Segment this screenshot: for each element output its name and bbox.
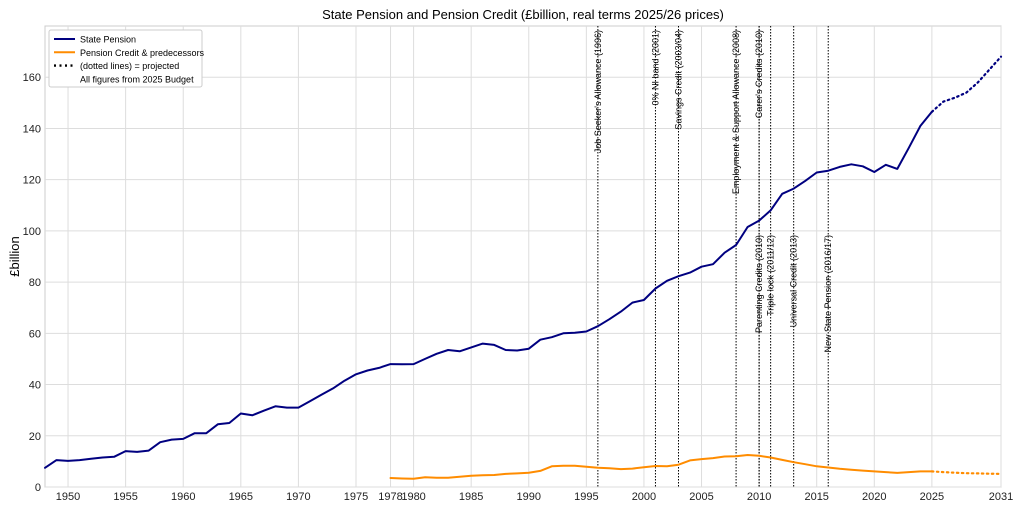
event-label: Universal Credit (2013)	[789, 235, 799, 328]
y-tick-label: 20	[29, 431, 41, 443]
event-label: Triple lock (2011/12)	[766, 235, 776, 316]
x-tick-label: 2015	[804, 491, 828, 503]
x-tick-label: 1985	[459, 491, 483, 503]
x-tick-label: 1975	[344, 491, 368, 503]
event-label: New State Pension (2016/17)	[823, 235, 833, 353]
plot-area: 0 20 40 60 80 100 120 140 160 1950 1955 1960 1965 197…	[23, 25, 1013, 503]
event-label: Savings Credit (2003/04)	[673, 30, 683, 130]
x-tick-label: 2020	[862, 491, 886, 503]
y-tick-label: 140	[23, 123, 41, 135]
x-tick-label: 1960	[171, 491, 195, 503]
x-tick-label: 1970	[286, 491, 310, 503]
chart-title: State Pension and Pension Credit (£billi…	[322, 7, 724, 22]
x-tick-label: 1990	[517, 491, 541, 503]
x-tick-label: 2010	[747, 491, 771, 503]
event-label: Job Seeker's Allowance (1996)	[593, 30, 603, 153]
plot-background	[44, 25, 1002, 488]
x-tick-label: 1950	[56, 491, 80, 503]
x-tick-label: 1965	[229, 491, 253, 503]
x-tick-label: 2000	[632, 491, 656, 503]
legend-label: All figures from 2025 Budget	[80, 74, 194, 84]
y-tick-label: 80	[29, 277, 41, 289]
x-tick-label: 1955	[113, 491, 137, 503]
x-tick-label: 2025	[920, 491, 944, 503]
state-pension-projected-line	[930, 55, 1003, 113]
event-label: Employment & Support Allowance (2008)	[731, 30, 741, 194]
x-tick-label: 2005	[689, 491, 713, 503]
y-tick-label: 100	[23, 226, 41, 238]
event-label: Parenting Credits (2010)	[754, 235, 764, 333]
y-axis-title: £billion	[7, 236, 22, 276]
x-tick-label: 1995	[574, 491, 598, 503]
legend: State Pension Pension Credit & predecesso…	[48, 29, 205, 88]
x-tick-label: 1980	[401, 491, 425, 503]
y-tick-label: 60	[29, 328, 41, 340]
x-tick-label: 2031	[989, 491, 1013, 503]
y-tick-label: 120	[23, 175, 41, 187]
y-tick-label: 0	[35, 482, 41, 494]
y-tick-label: 40	[29, 380, 41, 392]
pension-credit-predecessors-line	[389, 454, 933, 480]
y-tick-label: 160	[23, 72, 41, 84]
legend-label: State Pension	[80, 35, 136, 45]
legend-box	[48, 29, 203, 88]
legend-label: Pension Credit & predecessors	[80, 48, 205, 58]
x-tick-label: 1978	[378, 491, 402, 503]
event-label: 0% NI band (2001)	[650, 30, 660, 106]
pension-credit-predecessors-projected-line	[930, 470, 1003, 475]
legend-label: (dotted lines) = projected	[80, 61, 179, 71]
state-pension-line	[44, 110, 933, 469]
